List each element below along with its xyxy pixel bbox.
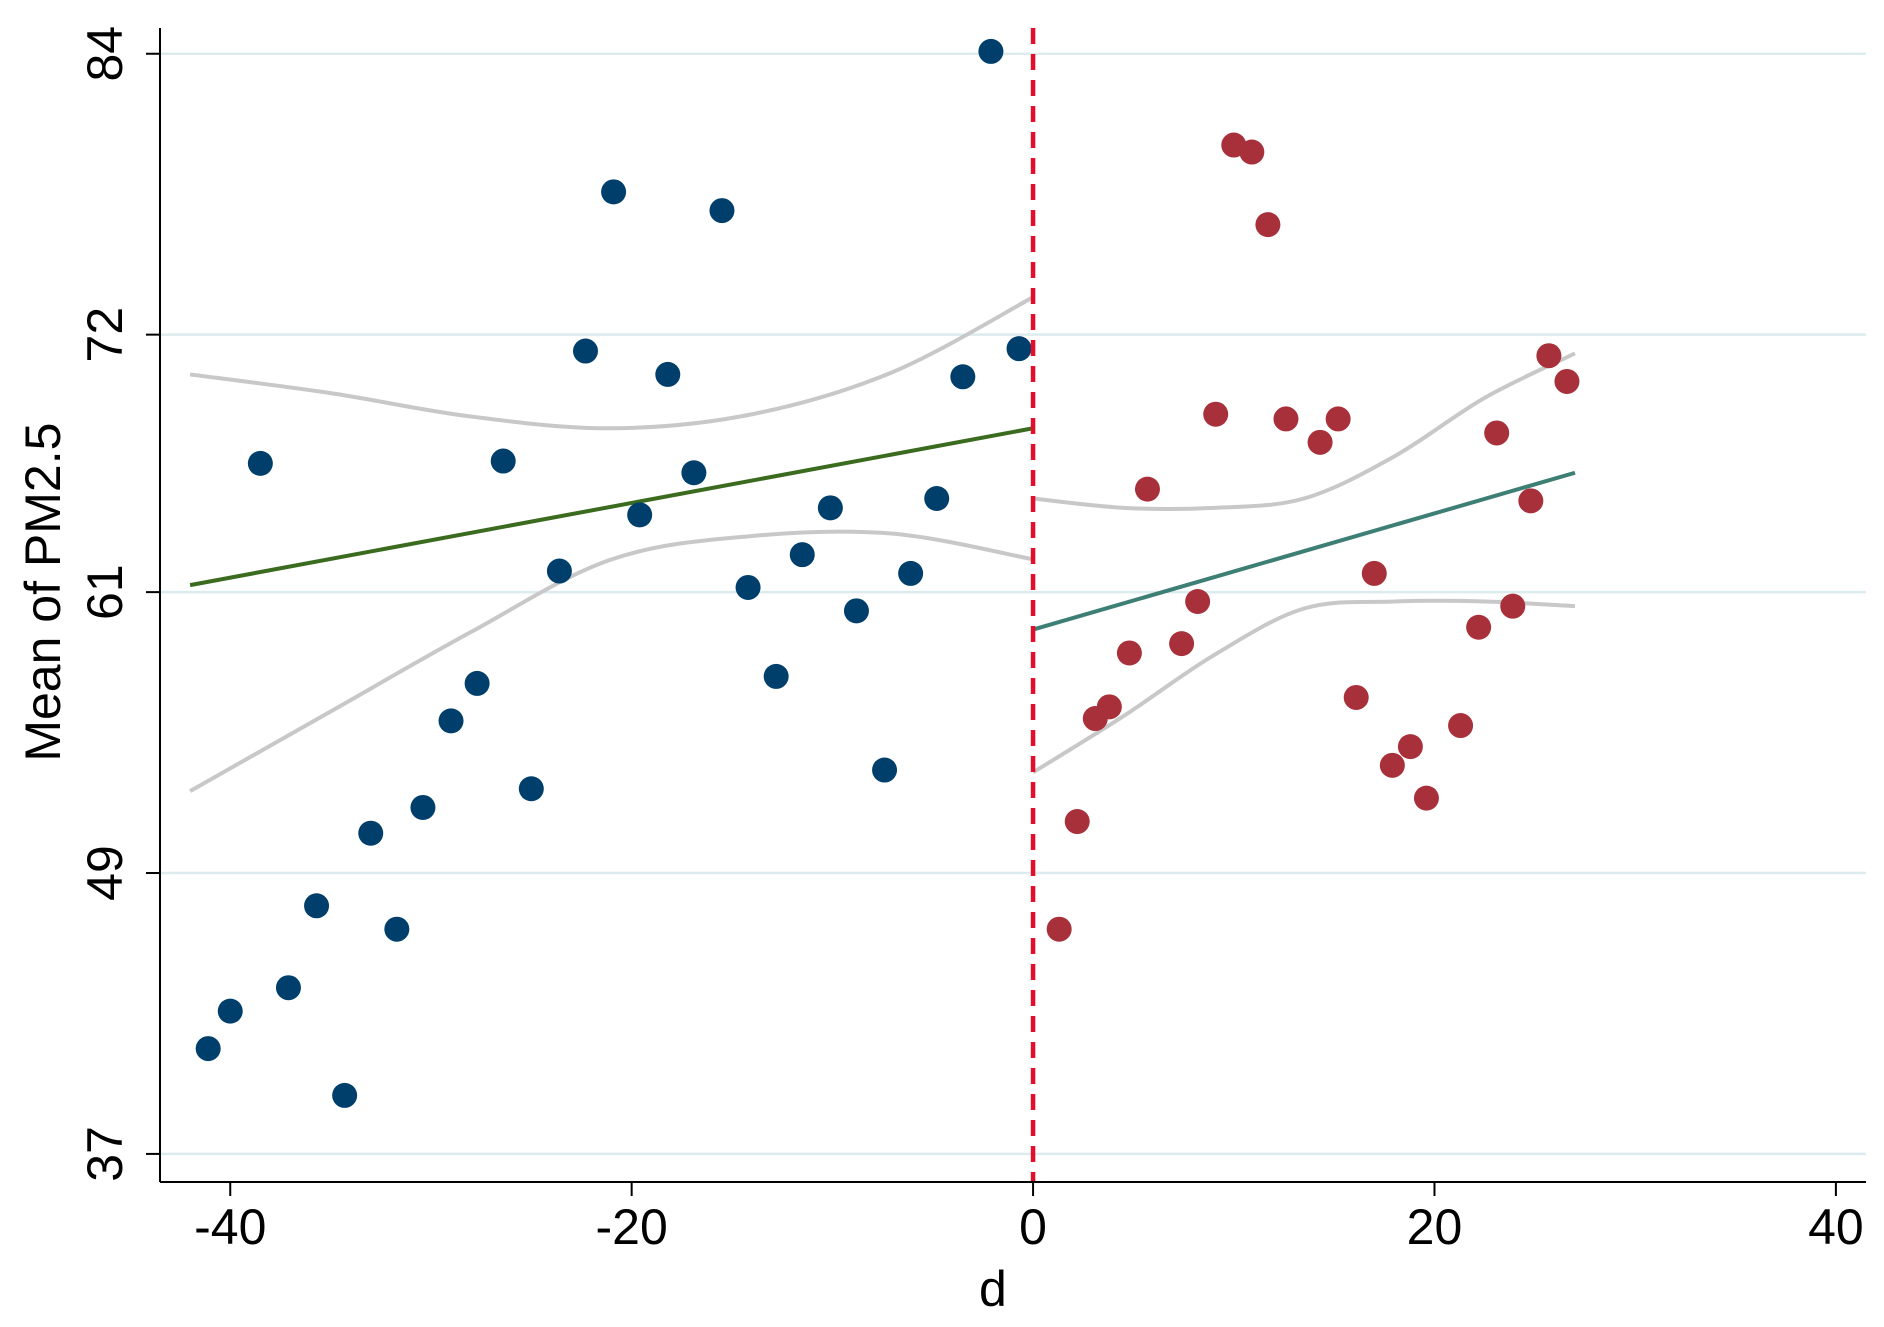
axes: 37 49 61 72 84 -40 -20 0 20 40	[77, 26, 1866, 1255]
point-right-12	[1273, 406, 1299, 432]
point-left-21	[763, 663, 789, 689]
point-left-28	[950, 364, 976, 390]
y-tick-label-37: 37	[77, 1126, 133, 1182]
point-right-18	[1397, 734, 1423, 760]
point-left-6	[358, 820, 384, 846]
point-left-19	[709, 198, 735, 224]
point-right-5	[1134, 476, 1160, 502]
point-left-0	[195, 1036, 221, 1062]
point-left-14	[572, 338, 598, 364]
point-left-2	[247, 450, 273, 476]
fit-lines	[189, 426, 1576, 632]
point-left-8	[410, 794, 436, 820]
x-tick-label-20: 20	[1407, 1199, 1463, 1255]
y-tick-label-49: 49	[77, 845, 133, 901]
point-left-5	[332, 1082, 358, 1108]
y-axis-label: Mean of PM2.5	[15, 423, 71, 762]
point-right-15	[1343, 684, 1369, 710]
point-left-29	[978, 38, 1004, 64]
ci-upper-left	[189, 295, 1035, 431]
point-left-16	[627, 502, 653, 528]
point-right-22	[1484, 420, 1510, 446]
point-right-11	[1255, 212, 1281, 238]
point-right-4	[1116, 640, 1142, 666]
point-right-1	[1064, 809, 1090, 835]
point-left-9	[438, 708, 464, 734]
x-tick-label--20: -20	[596, 1199, 668, 1255]
point-left-12	[518, 776, 544, 802]
x-tick-label-0: 0	[1019, 1199, 1047, 1255]
point-left-17	[655, 361, 681, 387]
point-right-21	[1466, 614, 1492, 640]
ci-lower-left	[189, 529, 1034, 793]
fit-line-left	[189, 426, 1034, 588]
point-right-0	[1046, 916, 1072, 942]
ci-lower-right	[1032, 598, 1576, 775]
point-left-25	[872, 757, 898, 783]
point-left-1	[217, 998, 243, 1024]
point-left-15	[601, 179, 627, 205]
point-left-3	[275, 975, 301, 1001]
ci-upper-right	[1032, 351, 1576, 512]
gridlines	[160, 52, 1866, 1156]
y-tick-label-61: 61	[77, 564, 133, 620]
point-right-17	[1379, 752, 1405, 778]
point-right-24	[1518, 488, 1544, 514]
point-left-30	[1006, 336, 1032, 362]
point-right-7	[1185, 588, 1211, 614]
point-right-16	[1361, 560, 1387, 586]
point-right-10	[1239, 139, 1265, 165]
y-tick-label-72: 72	[77, 307, 133, 363]
x-tick-label-40: 40	[1808, 1199, 1864, 1255]
point-left-7	[384, 916, 410, 942]
point-left-22	[789, 542, 815, 568]
point-left-23	[817, 495, 843, 521]
point-right-26	[1554, 368, 1580, 394]
x-axis-label: d	[979, 1261, 1007, 1317]
point-left-11	[490, 448, 516, 474]
data-points	[195, 38, 1580, 1108]
point-left-10	[464, 670, 490, 696]
y-tick-label-84: 84	[77, 26, 133, 82]
point-left-26	[898, 560, 924, 586]
point-right-6	[1169, 631, 1195, 657]
point-right-3	[1096, 694, 1122, 720]
point-right-20	[1448, 713, 1474, 739]
point-left-27	[924, 485, 950, 511]
point-left-4	[304, 893, 330, 919]
point-left-20	[735, 574, 761, 600]
x-tick-label--40: -40	[194, 1199, 266, 1255]
point-left-18	[681, 460, 707, 486]
point-right-8	[1203, 401, 1229, 427]
confidence-bands	[189, 295, 1576, 793]
point-right-19	[1413, 785, 1439, 811]
point-right-13	[1307, 429, 1333, 455]
point-left-13	[546, 558, 572, 584]
point-right-25	[1536, 343, 1562, 369]
point-right-14	[1325, 406, 1351, 432]
point-left-24	[843, 598, 869, 624]
fit-line-right	[1032, 470, 1576, 632]
point-right-23	[1500, 593, 1526, 619]
